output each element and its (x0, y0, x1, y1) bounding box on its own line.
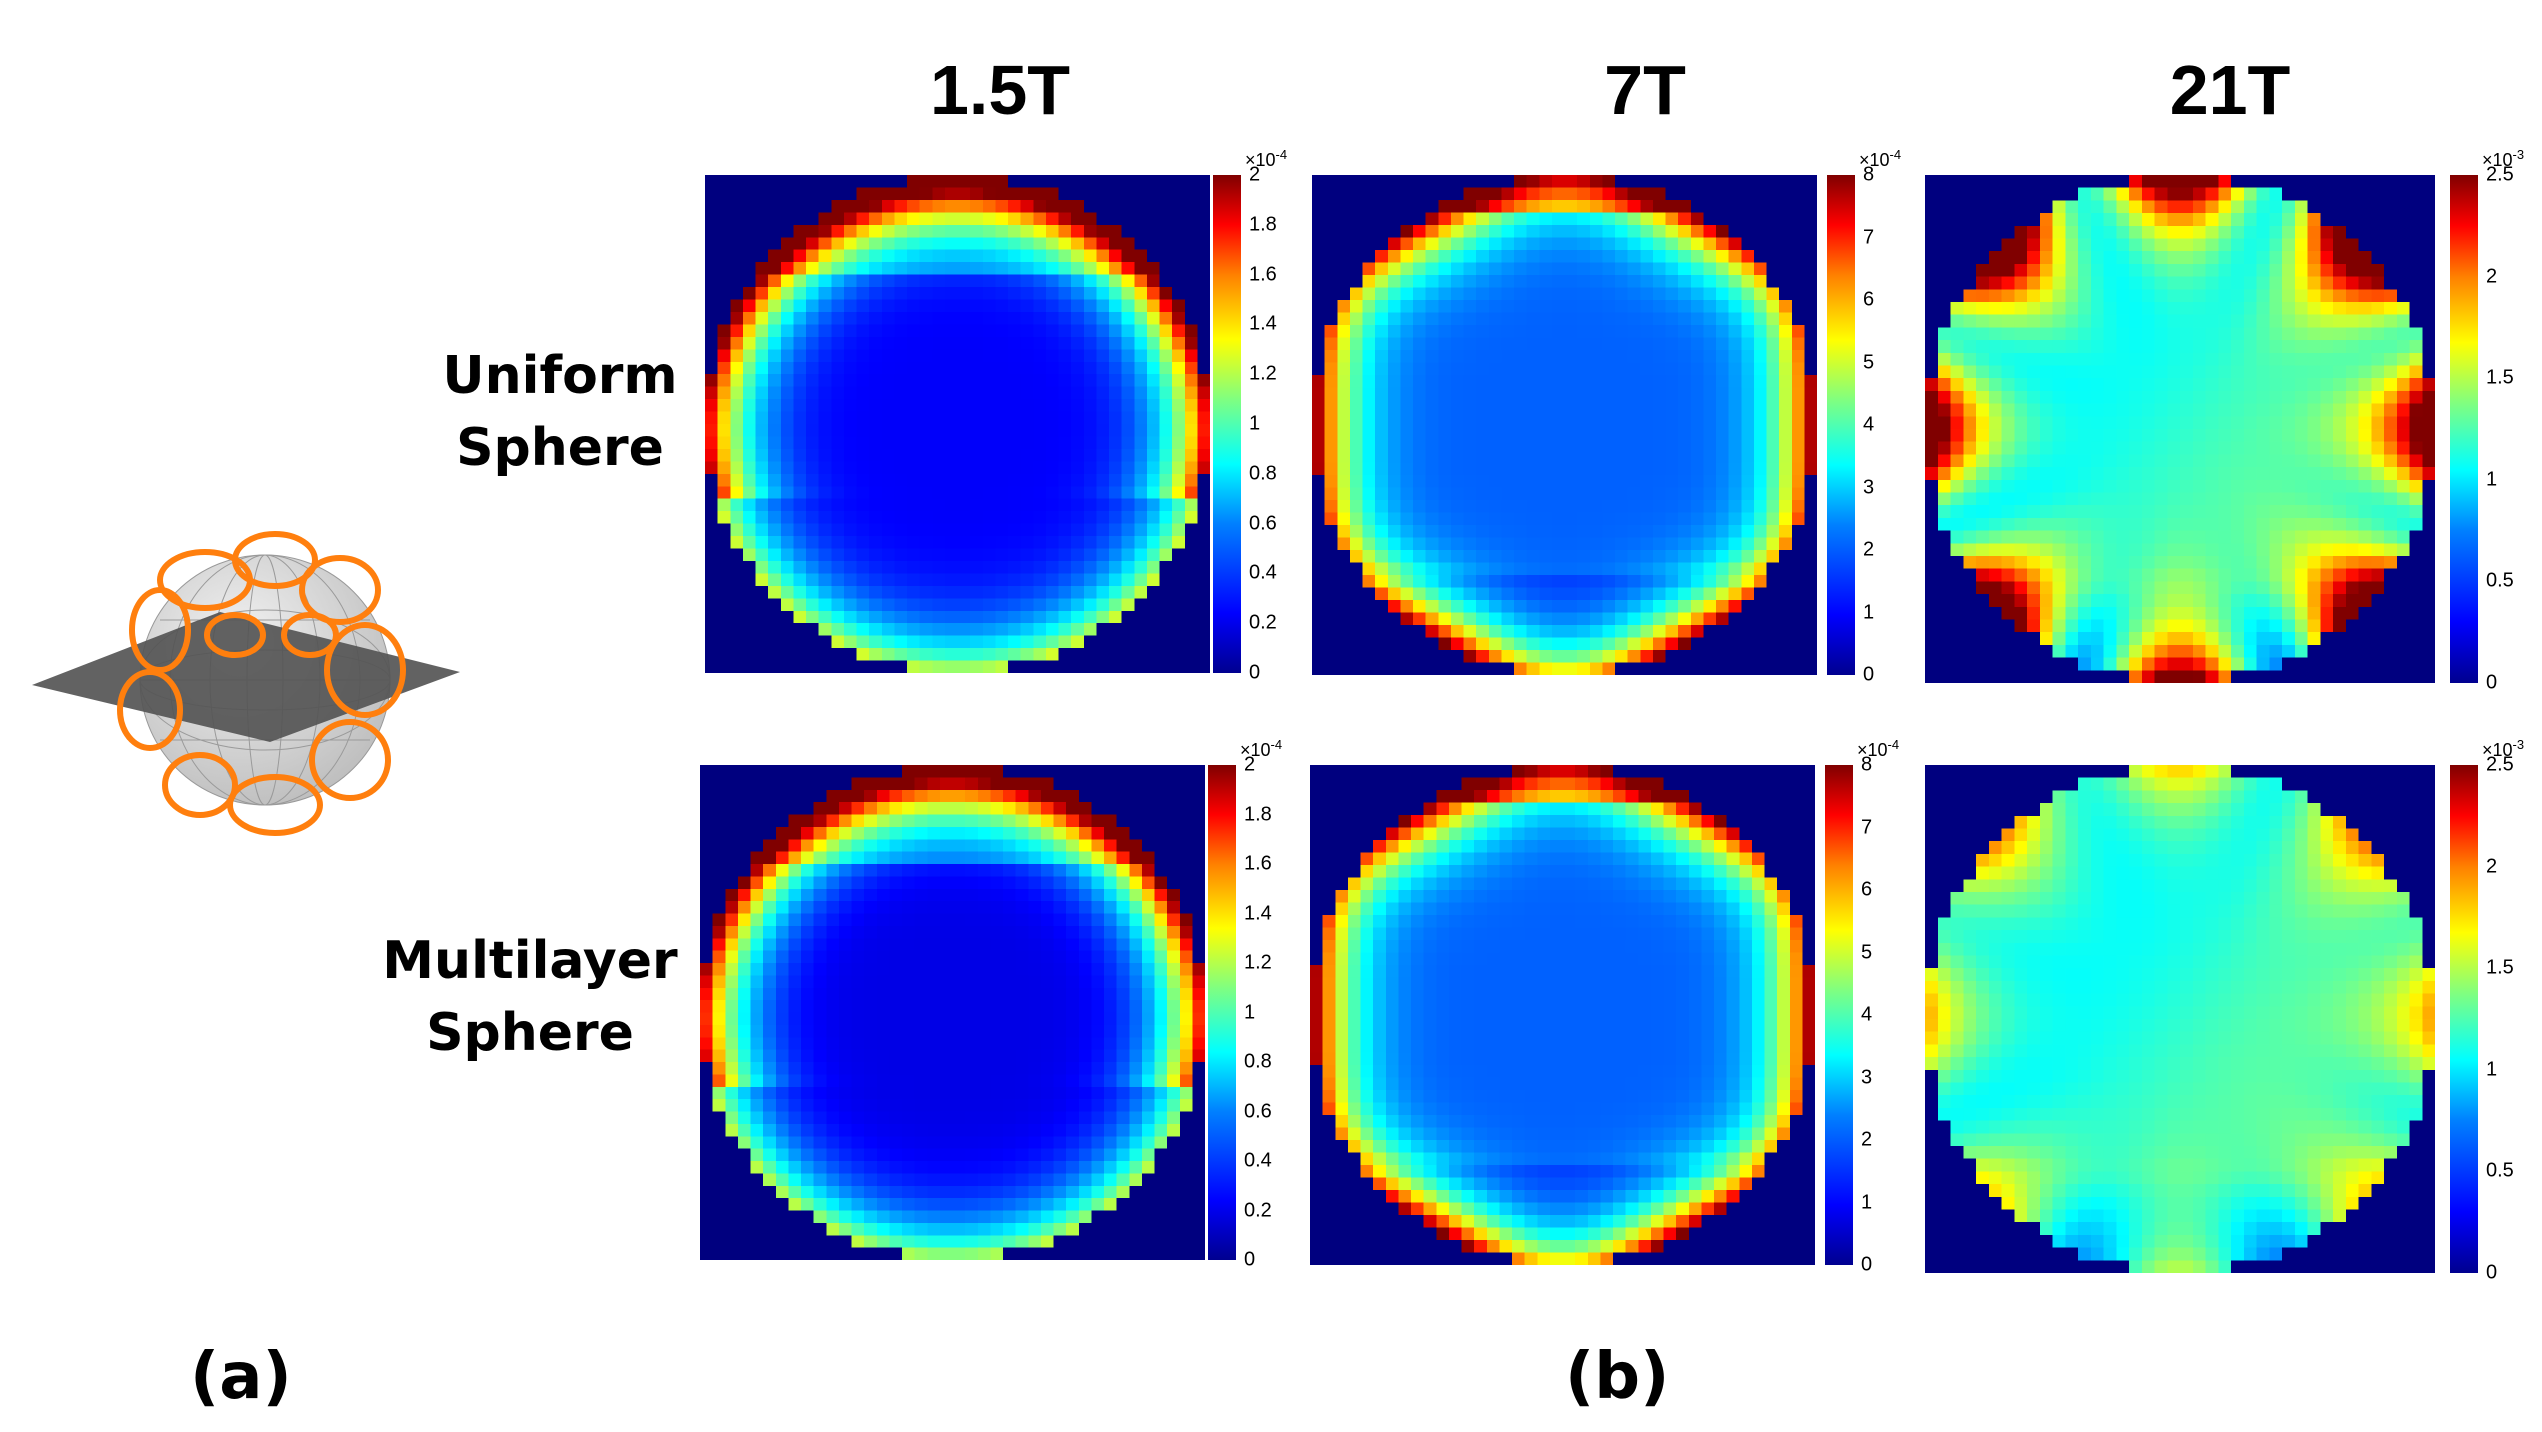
colorbar-tick-label: 1 (1861, 1191, 1873, 1213)
panel-label-a: (a) (190, 1340, 292, 1414)
colorbar-exponent: ×10-4 (1859, 147, 1902, 170)
colorbar-tick-label: 6 (1861, 878, 1873, 901)
colorbar-gradient (1827, 175, 1855, 675)
colorbar-tick-label: 5 (1863, 351, 1875, 373)
colorbar-tick-label: 4 (1863, 413, 1875, 436)
colorbar-exponent: ×10-4 (1240, 737, 1283, 760)
colorbar-tick-label: 7 (1861, 816, 1873, 838)
column-title-7t: 7T (1604, 51, 1686, 129)
colorbar-exponent: ×10-4 (1245, 147, 1288, 170)
colorbar-tick-label: 2 (1249, 163, 1261, 186)
colorbar-tick-label: 1.4 (1244, 902, 1272, 924)
colorbar-tick-label: 7 (1863, 226, 1875, 248)
row-label-multilayer: Multilayer Sphere (370, 925, 690, 1069)
colorbar-tick-label: 5 (1861, 941, 1873, 963)
colorbar-tick-label: 2 (1244, 753, 1256, 776)
colorbar-tick-label: 1.5 (2486, 956, 2514, 979)
colorbar-tick-label: 0.6 (1249, 512, 1277, 535)
colorbar-tick-label: 1.2 (1244, 951, 1272, 974)
colorbar-tick-label: 0 (2486, 1261, 2498, 1284)
colorbar-tick-label: 1 (1249, 412, 1261, 435)
panel-label-b: (b) (1565, 1340, 1670, 1414)
colorbar-tick-label: 2.5 (2486, 753, 2514, 776)
slice-plane (32, 612, 460, 742)
colorbar-tick-label: 1.6 (1244, 852, 1272, 875)
colorbar-tick-label: 4 (1861, 1003, 1873, 1026)
colorbar-tick-label: 8 (1863, 163, 1875, 186)
colorbar-tick-label: 3 (1861, 1066, 1873, 1088)
map-uniform-1-5t (705, 175, 1210, 673)
column-title-21t: 21T (2169, 51, 2291, 129)
colorbar-tick-label: 1.8 (1244, 803, 1272, 825)
map-uniform-21t (1925, 175, 2435, 683)
colorbar-exponent: ×10-3 (2482, 737, 2525, 760)
colorbar-tick-label: 0.4 (1249, 561, 1277, 584)
colorbar-tick-label: 1.8 (1249, 213, 1277, 236)
map-multilayer-1-5t (700, 765, 1205, 1260)
colorbar-tick-label: 0.8 (1244, 1050, 1272, 1073)
colorbar-tick-label: 0 (1244, 1248, 1256, 1271)
colorbar-tick-label: 0.8 (1249, 462, 1277, 485)
colorbar-tick-label: 1 (2486, 468, 2498, 491)
colorbar-tick-label: 0.4 (1244, 1149, 1272, 1172)
colorbar-tick-label: 1 (1863, 601, 1875, 623)
colorbar-tick-label: 0.5 (2486, 569, 2514, 592)
colorbar-tick-label: 1.5 (2486, 366, 2514, 389)
colorbar-exponent: ×10-4 (1857, 737, 1900, 760)
row-label-multilayer-line1: Multilayer (382, 931, 678, 991)
row-label-uniform: Uniform Sphere (400, 340, 720, 484)
colorbar-tick-label: 1.6 (1249, 263, 1277, 286)
coil-array-sphere-diagram (32, 531, 460, 836)
row-label-multilayer-line2: Sphere (426, 1003, 634, 1063)
colorbar-tick-label: 2 (1863, 538, 1875, 561)
colorbar-tick-label: 0.2 (1244, 1199, 1272, 1221)
colorbar-tick-label: 8 (1861, 753, 1873, 776)
colorbar-tick-label: 0.6 (1244, 1100, 1272, 1122)
colorbar-exponent: ×10-3 (2482, 147, 2525, 170)
colorbar-tick-label: 2 (1861, 1128, 1873, 1151)
colorbar-tick-label: 3 (1863, 476, 1875, 498)
colorbar-gradient (1213, 175, 1241, 673)
colorbar-gradient (2450, 765, 2478, 1273)
colorbar-tick-label: 1 (1244, 1001, 1256, 1023)
map-multilayer-7t (1310, 765, 1815, 1265)
column-title-1-5t: 1.5T (929, 51, 1071, 129)
colorbar-tick-label: 1.4 (1249, 312, 1277, 335)
colorbar-tick-label: 1 (2486, 1058, 2498, 1081)
colorbar-tick-label: 2.5 (2486, 163, 2514, 186)
colorbar-tick-label: 2 (2486, 855, 2498, 878)
colorbar-tick-label: 0 (1249, 661, 1261, 684)
coil-loops (117, 531, 406, 836)
row-label-uniform-line2: Sphere (456, 418, 664, 478)
colorbar-tick-label: 2 (2486, 265, 2498, 288)
map-uniform-7t (1312, 175, 1817, 675)
colorbar-tick-label: 0.2 (1249, 611, 1277, 634)
colorbar-gradient (1208, 765, 1236, 1260)
colorbar-tick-label: 0 (1863, 663, 1875, 686)
colorbar-tick-label: 6 (1863, 288, 1875, 311)
colorbar-gradient (2450, 175, 2478, 683)
colorbar-tick-label: 0 (1861, 1253, 1873, 1276)
map-multilayer-21t (1925, 765, 2435, 1273)
row-label-uniform-line1: Uniform (442, 346, 678, 406)
colorbar-tick-label: 1.2 (1249, 362, 1277, 385)
colorbar-tick-label: 0 (2486, 671, 2498, 694)
colorbar-tick-label: 0.5 (2486, 1159, 2514, 1182)
colorbar-gradient (1825, 765, 1853, 1265)
